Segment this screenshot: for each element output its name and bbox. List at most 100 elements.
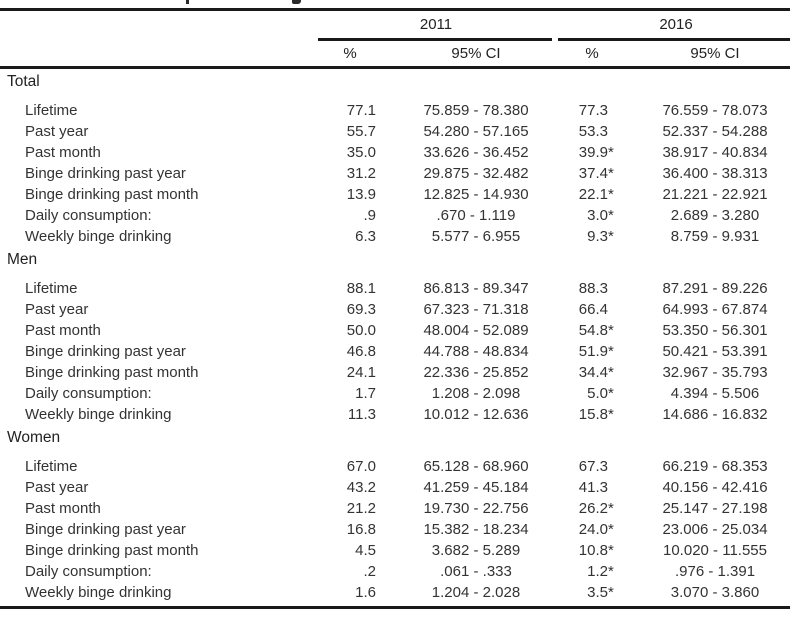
caption-descender-mark bbox=[186, 0, 189, 4]
section-total: Total Lifetime 77.1 75.859 - 78.380 77.3… bbox=[0, 69, 790, 247]
ci-2011-value: 48.004 - 52.089 bbox=[423, 322, 529, 339]
row-label: Lifetime bbox=[25, 280, 78, 297]
row-label: Binge drinking past month bbox=[25, 364, 199, 381]
row-label: Daily consumption: bbox=[25, 207, 152, 224]
section-rows: Lifetime 88.1 86.813 - 89.347 88.3 87.29… bbox=[0, 273, 790, 425]
row-label: Past year bbox=[25, 479, 89, 496]
ci-2011-value: 1.208 - 2.098 bbox=[431, 385, 521, 402]
significance-flag-2016: * bbox=[608, 406, 614, 423]
row-label: Binge drinking past year bbox=[25, 521, 186, 538]
ci-2011-value: 67.323 - 71.318 bbox=[423, 301, 529, 318]
table-row: Past year 69.3 67.323 - 71.318 66.4 64.9… bbox=[0, 299, 790, 320]
pct-2016-value: 5.0 bbox=[587, 385, 608, 402]
ci-2011-value: .670 - 1.119 bbox=[436, 207, 516, 224]
pct-2011-value: .2 bbox=[363, 563, 376, 580]
ci-2016-value: 40.156 - 42.416 bbox=[662, 479, 768, 496]
significance-flag-2016: * bbox=[608, 343, 614, 360]
ci-2011-value: 10.012 - 12.636 bbox=[423, 406, 529, 423]
significance-flag-2016: * bbox=[608, 144, 614, 161]
ci-2011-value: 5.577 - 6.955 bbox=[431, 228, 521, 245]
ci-2016-value: 87.291 - 89.226 bbox=[662, 280, 768, 297]
table-row: Lifetime 67.0 65.128 - 68.960 67.3 66.21… bbox=[0, 456, 790, 477]
pct-2011-value: 6.3 bbox=[355, 228, 376, 245]
ci-2011-value: 65.128 - 68.960 bbox=[423, 458, 529, 475]
row-label: Past month bbox=[25, 144, 101, 161]
section-men: Men Lifetime 88.1 86.813 - 89.347 88.3 8… bbox=[0, 247, 790, 425]
ci-2016-value: 52.337 - 54.288 bbox=[662, 123, 768, 140]
significance-flag-2016: * bbox=[608, 207, 614, 224]
pct-2011-value: 35.0 bbox=[346, 144, 376, 161]
pct-2016-value: 54.8 bbox=[578, 322, 608, 339]
ci-2016-value: 76.559 - 78.073 bbox=[662, 102, 768, 119]
ci-2016-value: 50.421 - 53.391 bbox=[662, 343, 768, 360]
pct-2011-value: 67.0 bbox=[346, 458, 376, 475]
table-row: Past month 50.0 48.004 - 52.089 54.8 * 5… bbox=[0, 320, 790, 341]
section-title: Total bbox=[7, 73, 40, 90]
pct-2016-value: 67.3 bbox=[578, 458, 608, 475]
pct-2011-value: 43.2 bbox=[346, 479, 376, 496]
pct-2016-value: 24.0 bbox=[578, 521, 608, 538]
ci-2016-value: .976 - 1.391 bbox=[674, 563, 756, 580]
pct-2016-value: 26.2 bbox=[578, 500, 608, 517]
ci-2016-value: 36.400 - 38.313 bbox=[662, 165, 768, 182]
table-row: Weekly binge drinking 6.3 5.577 - 6.955 … bbox=[0, 226, 790, 247]
significance-flag-2016: * bbox=[608, 563, 614, 580]
significance-flag-2016: * bbox=[608, 500, 614, 517]
row-label: Lifetime bbox=[25, 102, 78, 119]
pct-2016-value: 39.9 bbox=[578, 144, 608, 161]
ci-2011-value: 3.682 - 5.289 bbox=[431, 542, 521, 559]
row-label: Past year bbox=[25, 301, 89, 318]
pct-2011-value: 31.2 bbox=[346, 165, 376, 182]
significance-flag-2016: * bbox=[608, 385, 614, 402]
ci-2011-value: 33.626 - 36.452 bbox=[423, 144, 529, 161]
pct-2016-value: 77.3 bbox=[578, 102, 608, 119]
pct-2011-value: 50.0 bbox=[346, 322, 376, 339]
table-row: Past year 55.7 54.280 - 57.165 53.3 52.3… bbox=[0, 121, 790, 142]
significance-flag-2016: * bbox=[608, 165, 614, 182]
section-title: Men bbox=[7, 251, 38, 268]
ci-2016-value: 8.759 - 9.931 bbox=[670, 228, 760, 245]
row-label: Weekly binge drinking bbox=[25, 406, 172, 423]
significance-flag-2016: * bbox=[608, 186, 614, 203]
ci-2011-value: .061 - .333 bbox=[440, 563, 512, 580]
pct-2011-value: 11.3 bbox=[347, 406, 376, 423]
pct-header-2011: % bbox=[343, 45, 357, 62]
pct-2011-value: 4.5 bbox=[355, 542, 376, 559]
ci-2016-value: 23.006 - 25.034 bbox=[662, 521, 768, 538]
ci-2016-value: 14.686 - 16.832 bbox=[662, 406, 768, 423]
section-rows: Lifetime 77.1 75.859 - 78.380 77.3 76.55… bbox=[0, 95, 790, 247]
table-row: Lifetime 88.1 86.813 - 89.347 88.3 87.29… bbox=[0, 278, 790, 299]
ci-2011-value: 54.280 - 57.165 bbox=[423, 123, 529, 140]
section-title: Women bbox=[7, 429, 61, 446]
pct-header-2016: % bbox=[585, 45, 599, 62]
ci-2011-value: 86.813 - 89.347 bbox=[423, 280, 529, 297]
table-row: Past year 43.2 41.259 - 45.184 41.3 40.1… bbox=[0, 477, 790, 498]
pct-2016-value: 22.1 bbox=[578, 186, 608, 203]
ci-2016-value: 32.967 - 35.793 bbox=[662, 364, 768, 381]
significance-flag-2016: * bbox=[608, 364, 614, 381]
row-label: Lifetime bbox=[25, 458, 78, 475]
year-2011-header: 2011 bbox=[419, 16, 453, 33]
table-bottom-rule bbox=[0, 606, 790, 609]
ci-2011-value: 19.730 - 22.756 bbox=[423, 500, 529, 517]
table-row: Past month 35.0 33.626 - 36.452 39.9 * 3… bbox=[0, 142, 790, 163]
section-rows: Lifetime 67.0 65.128 - 68.960 67.3 66.21… bbox=[0, 451, 790, 603]
ci-2016-value: 3.070 - 3.860 bbox=[670, 584, 760, 601]
ci-2011-value: 44.788 - 48.834 bbox=[423, 343, 529, 360]
pct-2016-value: 41.3 bbox=[578, 479, 608, 496]
significance-flag-2016: * bbox=[608, 542, 614, 559]
ci-2016-value: 64.993 - 67.874 bbox=[662, 301, 768, 318]
ci-2016-value: 4.394 - 5.506 bbox=[670, 385, 760, 402]
pct-2011-value: 88.1 bbox=[346, 280, 376, 297]
ci-2016-value: 10.020 - 11.555 bbox=[663, 542, 767, 559]
ci-2011-value: 22.336 - 25.852 bbox=[423, 364, 529, 381]
pct-2011-value: 55.7 bbox=[346, 123, 376, 140]
table-row: Binge drinking past year 46.8 44.788 - 4… bbox=[0, 341, 790, 362]
underline-2011 bbox=[318, 38, 552, 41]
pct-2011-value: 69.3 bbox=[346, 301, 376, 318]
pct-2016-value: 3.5 bbox=[587, 584, 608, 601]
ci-2011-value: 12.825 - 14.930 bbox=[423, 186, 529, 203]
table-row: Past month 21.2 19.730 - 22.756 26.2 * 2… bbox=[0, 498, 790, 519]
pct-2016-value: 9.3 bbox=[587, 228, 608, 245]
